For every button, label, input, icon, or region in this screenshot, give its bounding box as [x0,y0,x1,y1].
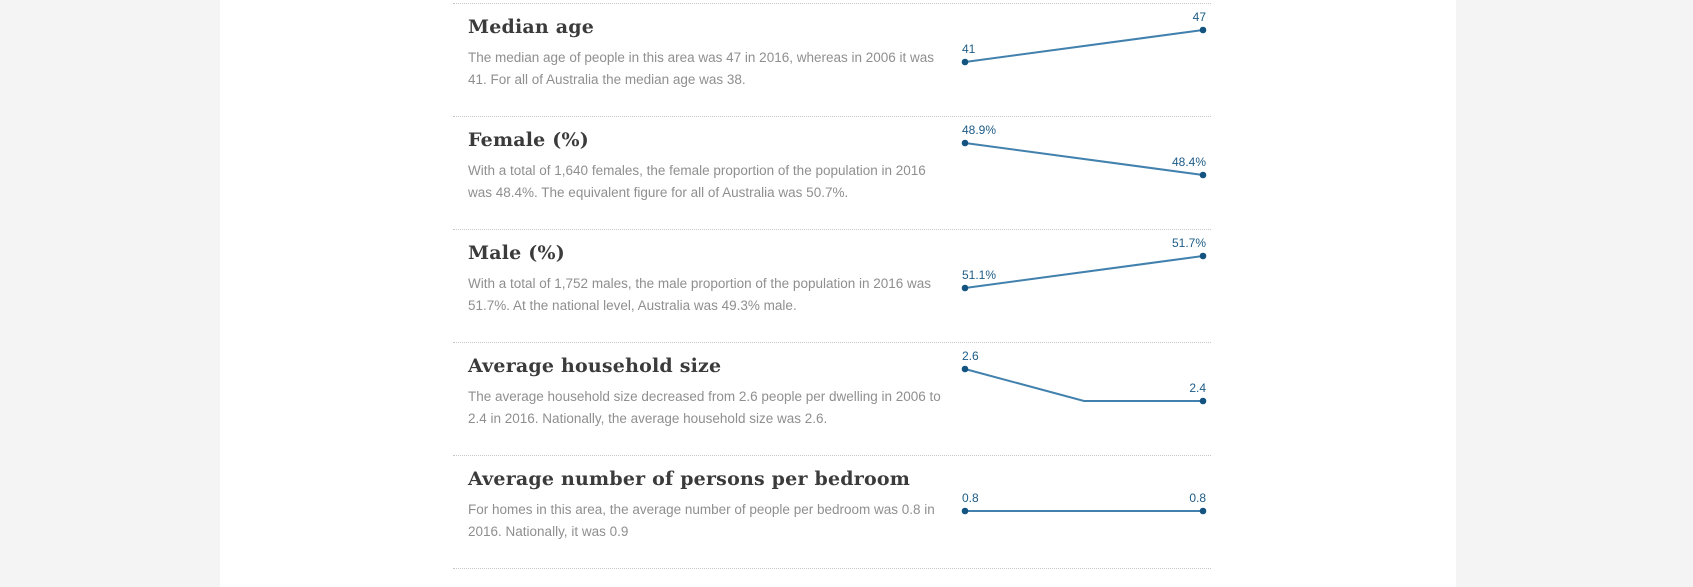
spark-point-label: 48.4% [1172,155,1206,169]
stat-description: For homes in this area, the average numb… [468,502,935,539]
sparkline-chart: 2.6 2.4 [961,349,1206,405]
stat-description: With a total of 1,752 males, the male pr… [468,276,932,313]
sparkline-chart: 0.8 0.8 [961,491,1206,515]
stat-description: The average household size decreased fro… [468,389,941,426]
stat-title: Male (%) [468,242,565,264]
spark-point-label: 48.9% [962,124,996,137]
sparkline-chart: 51.1% 51.7% [961,236,1206,292]
stat-text-block: Average number of persons per bedroom Fo… [453,461,945,568]
stats-column: Median age The median age of people in t… [453,3,1211,569]
sparkline-chart: 41 47 [961,10,1207,66]
stat-section: Average number of persons per bedroom Fo… [453,455,1211,568]
stat-text-block: Male (%) With a total of 1,752 males, th… [453,235,945,342]
spark-point-label: 2.6 [962,350,979,363]
sparkline-container: 0.8 0.8 [959,461,1211,568]
spark-point-label: 0.8 [962,491,979,505]
spark-point-label: 51.7% [1172,237,1206,250]
stat-section: Male (%) With a total of 1,752 males, th… [453,229,1211,342]
stat-title: Female (%) [468,129,589,151]
stat-section: Median age The median age of people in t… [453,3,1211,116]
stat-description: With a total of 1,640 females, the femal… [468,163,926,200]
stat-text-block: Female (%) With a total of 1,640 females… [453,122,945,229]
spark-point-label: 51.1% [962,268,996,282]
sparkline-container: 2.6 2.4 [959,348,1211,455]
stat-description: The median age of people in this area wa… [468,50,935,87]
sparkline-container: 51.1% 51.7% [959,235,1211,342]
stat-section: Average household size The average house… [453,342,1211,455]
stat-text-block: Median age The median age of people in t… [453,9,945,116]
spark-point-label: 2.4 [1189,381,1206,395]
sparkline-container: 48.9% 48.4% [959,122,1211,229]
stat-text-block: Average household size The average house… [453,348,945,455]
bottom-separator [453,568,1211,569]
spark-point-label: 0.8 [1189,491,1206,505]
stat-title: Median age [468,16,595,38]
spark-point-label: 47 [1193,11,1207,24]
content-panel: Median age The median age of people in t… [220,0,1456,587]
stat-section: Female (%) With a total of 1,640 females… [453,116,1211,229]
sparkline-container: 41 47 [959,9,1211,116]
spark-point-label: 41 [962,42,976,56]
sparkline-chart: 48.9% 48.4% [961,123,1206,179]
stat-title: Average number of persons per bedroom [468,468,910,490]
stat-title: Average household size [468,355,722,377]
